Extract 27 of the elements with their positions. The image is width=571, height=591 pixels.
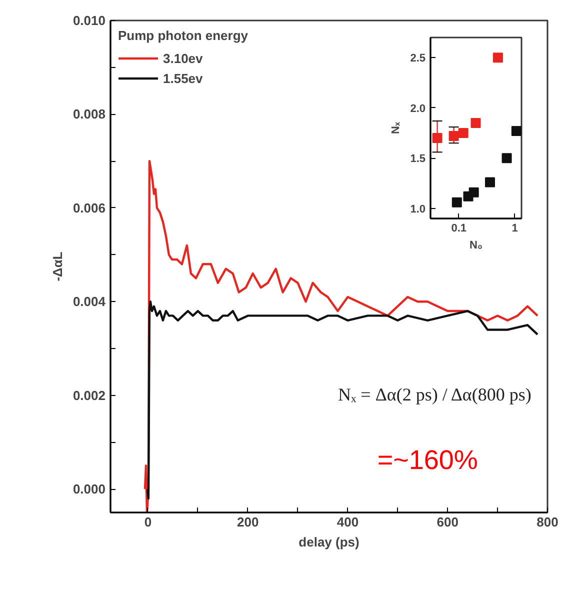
y-tick-label: 2.5 xyxy=(410,52,426,65)
y-tick-label: 0.002 xyxy=(72,388,106,403)
x-tick-label: 200 xyxy=(237,514,259,530)
x-tick-label: 400 xyxy=(336,514,359,530)
legend-label: 1.55ev xyxy=(163,70,203,86)
annotation: =~160% xyxy=(377,445,478,476)
y-tick-label: 1.0 xyxy=(410,203,426,216)
y-tick-label: 0.006 xyxy=(72,200,106,216)
y-tick-label: 1.5 xyxy=(410,153,426,166)
y-axis-title: Nₓ xyxy=(390,121,402,134)
annotation: Nₓ = Δα(2 ps) / Δα(800 ps) xyxy=(338,384,532,405)
x-tick-label: 0 xyxy=(144,514,152,530)
y-axis-title: -ΔαL xyxy=(50,252,65,282)
legend-title: Pump photon energy xyxy=(118,28,248,43)
legend-label: 3.10ev xyxy=(163,50,203,66)
y-tick-label: 2.0 xyxy=(410,102,426,115)
x-tick-label: 0.1 xyxy=(451,222,467,234)
line-series xyxy=(146,300,539,500)
x-axis-title: delay (ps) xyxy=(298,534,360,550)
x-tick-label: 800 xyxy=(536,514,558,530)
y-tick-label: 0.010 xyxy=(72,13,106,28)
x-tick-label: 1 xyxy=(512,222,518,234)
x-tick-label: 600 xyxy=(436,514,458,530)
y-tick-label: 0.008 xyxy=(72,106,106,122)
x-axis-title: N₀ xyxy=(470,240,482,252)
y-tick-label: 0.000 xyxy=(72,482,106,497)
y-tick-label: 0.004 xyxy=(72,294,106,310)
